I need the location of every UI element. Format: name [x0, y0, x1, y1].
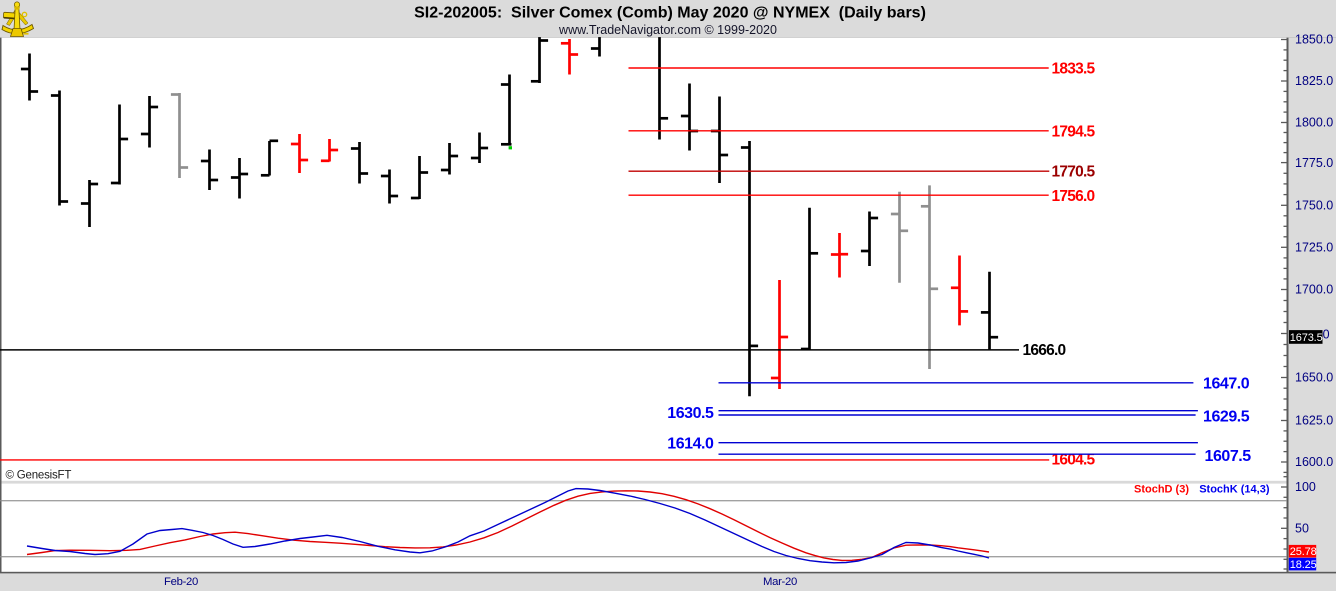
svg-text:1756.0: 1756.0 [1052, 188, 1095, 205]
svg-text:Feb-20: Feb-20 [164, 576, 198, 588]
svg-text:1647.0: 1647.0 [1203, 376, 1250, 393]
svg-text:© GenesisFT: © GenesisFT [6, 470, 72, 482]
svg-text:1833.5: 1833.5 [1052, 61, 1096, 78]
svg-text:0: 0 [1323, 327, 1330, 341]
svg-text:1673.5: 1673.5 [1290, 332, 1323, 344]
svg-text:1850.0: 1850.0 [1295, 33, 1333, 47]
svg-text:1750.0: 1750.0 [1295, 199, 1333, 213]
svg-text:1725.0: 1725.0 [1295, 241, 1333, 255]
svg-text:1600.0: 1600.0 [1295, 455, 1333, 469]
svg-text:StochD (3): StochD (3) [1134, 484, 1189, 496]
svg-text:Mar-20: Mar-20 [763, 576, 797, 588]
svg-text:1604.5: 1604.5 [1052, 452, 1096, 469]
svg-text:1666.0: 1666.0 [1023, 342, 1066, 359]
svg-text:1794.5: 1794.5 [1052, 123, 1096, 140]
svg-text:1770.5: 1770.5 [1052, 164, 1096, 181]
svg-text:1625.0: 1625.0 [1295, 414, 1333, 428]
svg-text:1630.5: 1630.5 [667, 405, 714, 422]
svg-text:1607.5: 1607.5 [1205, 448, 1252, 465]
svg-text:25.78: 25.78 [1290, 546, 1317, 558]
svg-text:1614.0: 1614.0 [667, 435, 714, 452]
svg-text:50: 50 [1295, 522, 1309, 536]
svg-text:1650.0: 1650.0 [1295, 371, 1333, 385]
svg-text:www.TradeNavigator.com © 1999-: www.TradeNavigator.com © 1999-2020 [558, 23, 777, 37]
svg-text:100: 100 [1295, 480, 1316, 494]
svg-text:1800.0: 1800.0 [1295, 116, 1333, 130]
svg-text:StochK (14,3): StochK (14,3) [1199, 484, 1270, 496]
svg-text:1629.5: 1629.5 [1203, 409, 1250, 426]
svg-text:1825.0: 1825.0 [1295, 74, 1333, 88]
svg-text:SI2-202005: Silver Comex (Com: SI2-202005: Silver Comex (Comb) May 2020… [414, 4, 926, 21]
svg-text:1700.0: 1700.0 [1295, 283, 1333, 297]
svg-text:1775.0: 1775.0 [1295, 156, 1333, 170]
svg-text:18.25: 18.25 [1290, 559, 1317, 571]
